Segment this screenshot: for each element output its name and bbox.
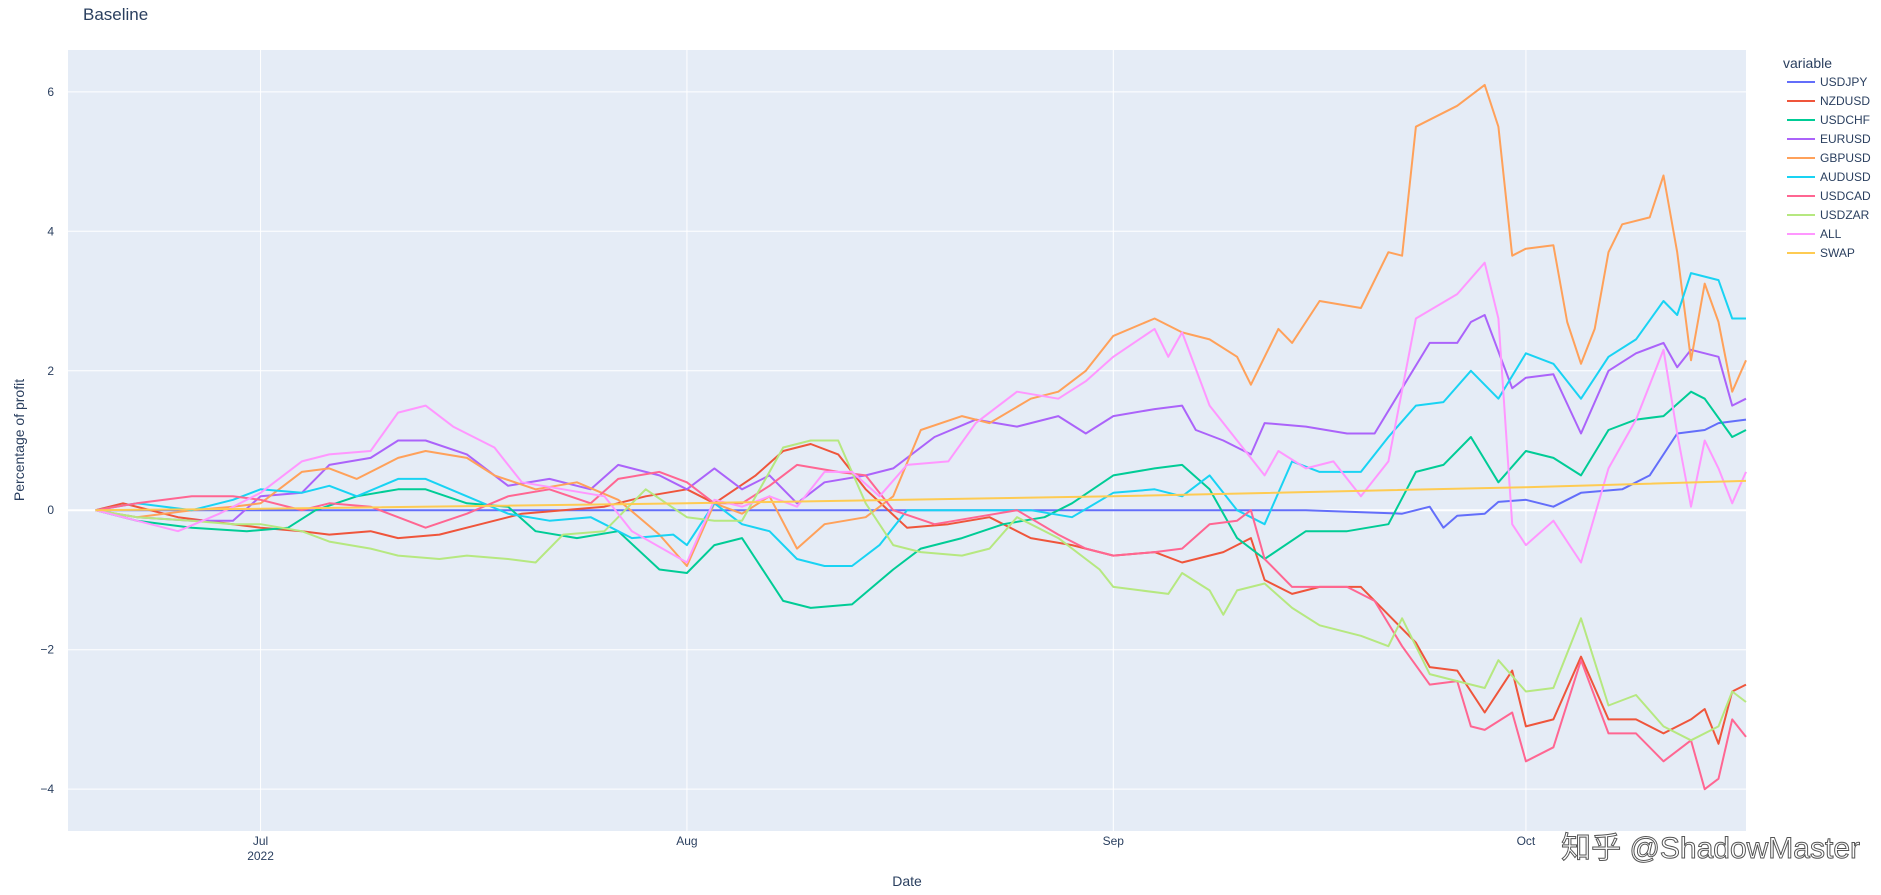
legend-label: ALL xyxy=(1820,227,1842,241)
y-tick-label: 4 xyxy=(47,224,54,238)
legend-label: USDCHF xyxy=(1820,113,1870,127)
legend-label: USDJPY xyxy=(1820,75,1867,89)
series-line-gbpusd xyxy=(95,83,1747,567)
y-tick-label: 6 xyxy=(47,85,54,99)
legend-item-eurusd[interactable]: EURUSD xyxy=(1787,132,1871,146)
watermark: 知乎 @ShadowMaster xyxy=(1561,832,1860,865)
chart-title: Baseline xyxy=(83,5,148,24)
series-line-nzdusd xyxy=(95,443,1747,745)
x-axis-title: Date xyxy=(892,873,922,889)
series-line-swap xyxy=(95,479,1747,512)
legend-label: USDCAD xyxy=(1820,189,1871,203)
y-tick-label: 0 xyxy=(47,503,54,517)
legend-item-swap[interactable]: SWAP xyxy=(1787,246,1855,260)
y-tick-label: 2 xyxy=(47,364,54,378)
legend-item-audusd[interactable]: AUDUSD xyxy=(1787,170,1871,184)
x-tick-label: Sep xyxy=(1103,834,1125,848)
legend-item-usdcad[interactable]: USDCAD xyxy=(1787,189,1871,203)
legend-label: SWAP xyxy=(1820,246,1855,260)
legend-item-usdzar[interactable]: USDZAR xyxy=(1787,208,1870,222)
legend-label: GBPUSD xyxy=(1820,151,1871,165)
legend-item-gbpusd[interactable]: GBPUSD xyxy=(1787,151,1871,165)
series-line-usdchf xyxy=(95,390,1747,609)
series-layer xyxy=(95,83,1747,791)
legend-label: USDZAR xyxy=(1820,208,1870,222)
x-tick-label: Oct xyxy=(1517,834,1536,848)
y-tick-label: −4 xyxy=(40,782,54,796)
x-tick-label: Aug xyxy=(676,834,697,848)
plot-area xyxy=(68,50,1746,831)
y-axis-ticks: 6 4 2 0 −2 −4 xyxy=(40,85,54,796)
series-line-eurusd xyxy=(95,314,1747,522)
y-tick-label: −2 xyxy=(40,643,54,657)
legend-item-all[interactable]: ALL xyxy=(1787,227,1842,241)
legend-item-usdjpy[interactable]: USDJPY xyxy=(1787,75,1867,89)
legend-label: AUDUSD xyxy=(1820,170,1871,184)
grid xyxy=(68,50,1746,831)
series-line-usdzar xyxy=(95,439,1747,742)
legend[interactable]: variable USDJPY NZDUSD USDCHF EURUSD GBPUSD A… xyxy=(1783,55,1871,260)
series-line-usdcad xyxy=(95,463,1747,791)
series-line-audusd xyxy=(95,272,1746,567)
legend-title: variable xyxy=(1783,55,1832,71)
series-line-all xyxy=(95,261,1747,564)
legend-label: NZDUSD xyxy=(1820,94,1870,108)
legend-item-nzdusd[interactable]: NZDUSD xyxy=(1787,94,1870,108)
x-tick-label: Jul xyxy=(253,834,268,848)
x-tick-sublabel: 2022 xyxy=(247,849,274,863)
y-axis-title: Percentage of profit xyxy=(11,379,27,501)
legend-item-usdchf[interactable]: USDCHF xyxy=(1787,113,1870,127)
legend-label: EURUSD xyxy=(1820,132,1871,146)
